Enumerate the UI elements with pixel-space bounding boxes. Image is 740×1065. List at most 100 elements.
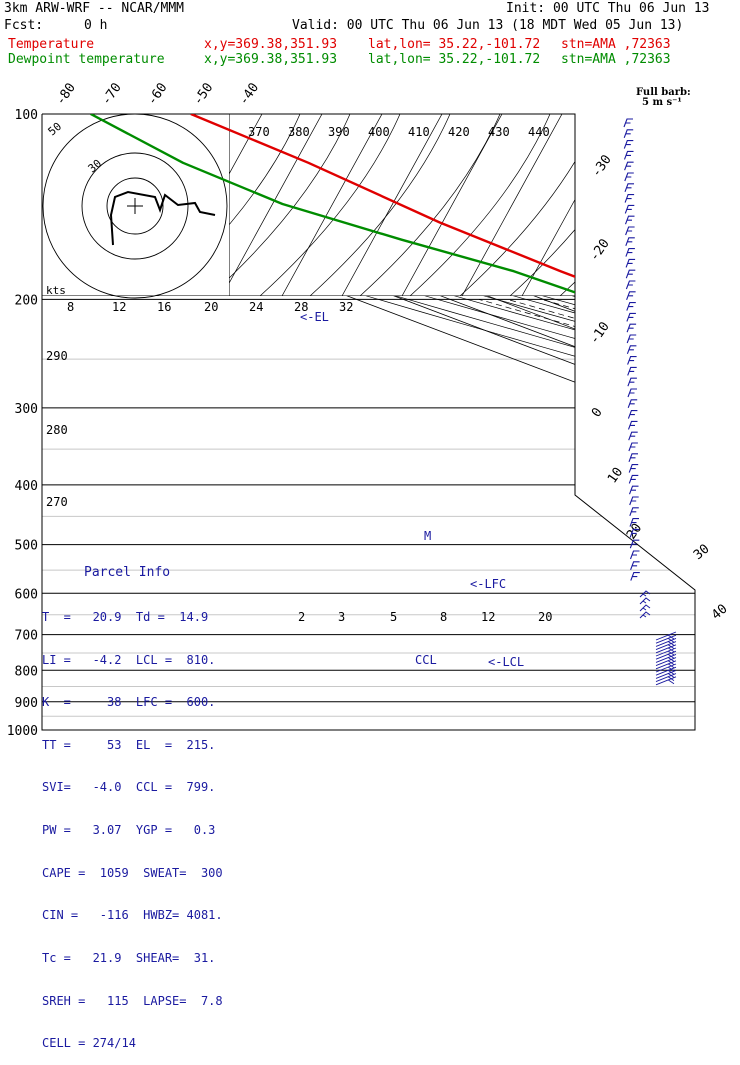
potential-temperature-label: 390 (328, 125, 350, 139)
wind-barb (640, 605, 650, 611)
isotherm-label: -10 (587, 319, 613, 347)
wind-barb (628, 389, 637, 397)
isotherm-label: -80 (53, 80, 79, 108)
upper-isotherm-line (642, 114, 740, 296)
wind-barb (625, 151, 634, 159)
mixing-ratio-label: 2 (298, 610, 305, 624)
wind-barb (624, 130, 633, 138)
wind-barb (625, 173, 634, 181)
wind-barb (628, 411, 637, 419)
upper-adiabat-line (660, 114, 740, 296)
pressure-tick-label: 900 (15, 696, 38, 711)
wind-barb (627, 324, 636, 332)
wind-barb (631, 573, 640, 581)
wind-barb (629, 421, 638, 429)
moist-adiabat-line (583, 299, 740, 730)
potential-temperature-label: 440 (528, 125, 550, 139)
parcel-row: K = 38 LFC = 600. (42, 695, 232, 709)
isotherm-label: 0 (589, 405, 606, 420)
wind-barb (640, 591, 650, 597)
wind-barb (631, 551, 640, 559)
isotherm-label: -20 (587, 236, 613, 264)
mixing-ratio-label: 3 (338, 610, 345, 624)
wind-barb (629, 432, 638, 440)
wind-barb (626, 238, 635, 246)
parcel-row: CELL = 274/14 (42, 1036, 232, 1050)
isotherm-label: 10 (605, 465, 626, 486)
isotherm-line (663, 114, 740, 730)
hodograph-speed-label: 12 (112, 300, 126, 314)
pressure-tick-label: 400 (15, 479, 38, 494)
wind-barb (627, 292, 636, 300)
hodograph-speed-label: 24 (249, 300, 263, 314)
wind-barb (626, 227, 635, 235)
wind-barb (626, 281, 635, 289)
wind-barb (627, 335, 636, 343)
hodograph-speed-label: 16 (157, 300, 171, 314)
wind-barb (627, 303, 636, 311)
wind-barb (630, 497, 639, 505)
mixing-ratio-label: 5 (390, 610, 397, 624)
mixing-ratio-label: 20 (538, 610, 552, 624)
pressure-tick-label: 200 (15, 293, 38, 308)
parcel-info-panel: Parcel Info T = 20.9 Td = 14.9 LI = -4.2… (42, 538, 232, 1065)
isotherm-label: -30 (589, 152, 615, 180)
hodograph-speed-label: 8 (67, 300, 74, 314)
pressure-tick-label: 500 (15, 539, 38, 554)
moist-adiabat-line (635, 299, 740, 730)
wind-barb (625, 162, 634, 170)
wind-barb (640, 598, 650, 604)
potential-temperature-label: 370 (248, 125, 270, 139)
wind-barb (627, 313, 636, 321)
parcel-row: CAPE = 1059 SWEAT= 300 (42, 866, 232, 880)
upper-isotherm-line (0, 114, 22, 296)
wind-barb (629, 465, 638, 473)
wind-barb (624, 119, 633, 127)
isotherm-line (616, 114, 740, 730)
wind-barb (625, 195, 634, 203)
wind-barb (626, 270, 635, 278)
pressure-tick-label: 800 (15, 664, 38, 679)
pressure-tick-label: 600 (15, 587, 38, 602)
wind-barb (630, 508, 639, 516)
pressure-tick-label: 700 (15, 629, 38, 644)
hodograph-speed-unit: kts (46, 284, 66, 297)
pressure-tick-label: 1000 (7, 724, 38, 739)
dry-adiabat-label: 280 (46, 423, 68, 437)
parcel-row: SVI= -4.0 CCL = 799. (42, 780, 232, 794)
dry-adiabat-label: 290 (46, 349, 68, 363)
isotherm-label: 20 (624, 521, 645, 542)
pressure-tick-label: 100 (15, 108, 38, 123)
wind-barb (626, 249, 635, 257)
wind-barb (629, 475, 638, 483)
lcl-marker: <-LCL (488, 655, 524, 669)
barb-legend-value: 5 m s⁻¹ (642, 97, 682, 108)
parcel-row: CIN = -116 HWBZ= 4081. (42, 908, 232, 922)
mixing-ratio-label: 8 (440, 610, 447, 624)
isotherm-label: 40 (709, 602, 731, 624)
isotherm-label: 30 (691, 542, 713, 564)
parcel-row: Tc = 21.9 SHEAR= 31. (42, 951, 232, 965)
wind-barb (627, 346, 636, 354)
wind-barb (628, 367, 637, 375)
isotherm-label: -50 (191, 80, 217, 108)
parcel-row: T = 20.9 Td = 14.9 (42, 610, 232, 624)
wind-barb (626, 259, 635, 267)
potential-temperature-label: 380 (288, 125, 310, 139)
wind-barb (625, 184, 634, 192)
dry-adiabat-label: 270 (46, 495, 68, 509)
wind-barb (624, 141, 633, 149)
wind-barb (625, 205, 634, 213)
wind-barb (626, 216, 635, 224)
isotherm-label: -40 (236, 80, 262, 108)
wind-barb (631, 562, 640, 570)
potential-temperature-label: 420 (448, 125, 470, 139)
wind-barb (628, 378, 637, 386)
wind-barb (629, 443, 638, 451)
isotherm-label: -70 (99, 80, 125, 108)
potential-temperature-label: 400 (368, 125, 390, 139)
isotherm-line (709, 114, 740, 730)
moist-adiabat-line (541, 299, 740, 730)
lfc-marker: <-LFC (470, 577, 506, 591)
upper-isotherm-line (702, 114, 740, 296)
